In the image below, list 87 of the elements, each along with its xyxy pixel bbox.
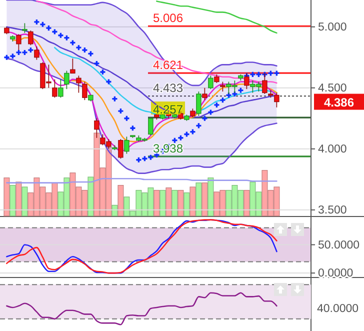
point	[94, 60, 100, 66]
line-series	[6, 219, 278, 274]
bar	[118, 184, 124, 216]
point	[58, 32, 64, 38]
bar	[88, 176, 94, 216]
bar	[154, 190, 160, 216]
point	[268, 70, 274, 76]
ref-line-label: 5.006	[153, 11, 184, 26]
bar	[172, 190, 178, 216]
point	[130, 126, 136, 131]
y-tick-label: 4.500	[318, 82, 347, 95]
point	[274, 70, 280, 76]
point	[16, 50, 22, 55]
candlestick	[220, 81, 226, 92]
point	[148, 154, 154, 160]
point	[232, 91, 238, 96]
y-tick-label: 3.500	[318, 204, 347, 217]
point	[34, 19, 40, 24]
point	[70, 40, 76, 46]
candlestick	[22, 22, 28, 34]
candlestick	[34, 46, 40, 60]
y-tick-label: 50.0000	[318, 239, 360, 252]
point	[142, 156, 148, 162]
point	[238, 88, 244, 93]
point	[100, 69, 106, 75]
y-tick-label: 5.000	[318, 22, 347, 34]
point	[184, 132, 190, 137]
point	[196, 123, 202, 128]
y-tick-label: 0.0000	[318, 268, 354, 280]
bar	[178, 190, 184, 216]
point	[22, 50, 28, 55]
point	[202, 116, 208, 121]
bar	[196, 182, 202, 216]
text: 4.386	[324, 95, 354, 110]
candlestick	[28, 30, 34, 46]
candlestick	[82, 81, 88, 100]
ref-line-label: 4.433	[153, 81, 184, 96]
candlestick	[118, 138, 124, 160]
candlestick	[76, 75, 82, 94]
bar	[112, 204, 118, 216]
point	[178, 135, 184, 140]
point	[76, 45, 82, 50]
bar	[22, 186, 28, 216]
point	[112, 96, 118, 102]
point	[106, 79, 112, 84]
point	[220, 98, 226, 103]
point	[136, 157, 142, 162]
bar	[160, 190, 166, 216]
candlestick	[148, 116, 154, 136]
candlestick	[64, 70, 70, 90]
point	[214, 102, 220, 108]
point	[250, 72, 256, 77]
point	[46, 26, 52, 31]
point	[52, 29, 58, 34]
bar	[208, 178, 214, 216]
bar	[16, 182, 22, 216]
bar	[190, 186, 196, 216]
bar	[184, 192, 190, 216]
candlestick	[58, 78, 64, 98]
point	[28, 48, 34, 53]
bar	[202, 182, 208, 216]
y-tick-label: 4.000	[318, 144, 347, 156]
candlestick	[52, 78, 58, 98]
point	[82, 48, 88, 53]
point	[88, 51, 94, 56]
point	[172, 138, 178, 143]
bar	[244, 190, 250, 216]
text: 40.0000	[317, 303, 359, 315]
candlestick	[124, 136, 130, 154]
bar	[4, 178, 10, 216]
bar	[166, 187, 172, 216]
point	[40, 22, 46, 27]
candlestick	[70, 58, 76, 74]
candlestick	[94, 118, 100, 138]
point	[190, 129, 196, 134]
point	[4, 54, 10, 60]
point	[256, 72, 262, 77]
candlestick	[208, 75, 214, 90]
candlestick	[202, 87, 208, 100]
point	[118, 108, 124, 114]
bar	[10, 184, 16, 216]
point	[208, 110, 214, 115]
point	[10, 54, 16, 59]
candlestick	[196, 91, 202, 116]
line-series	[54, 46, 278, 118]
point	[124, 116, 130, 121]
point	[64, 35, 70, 40]
